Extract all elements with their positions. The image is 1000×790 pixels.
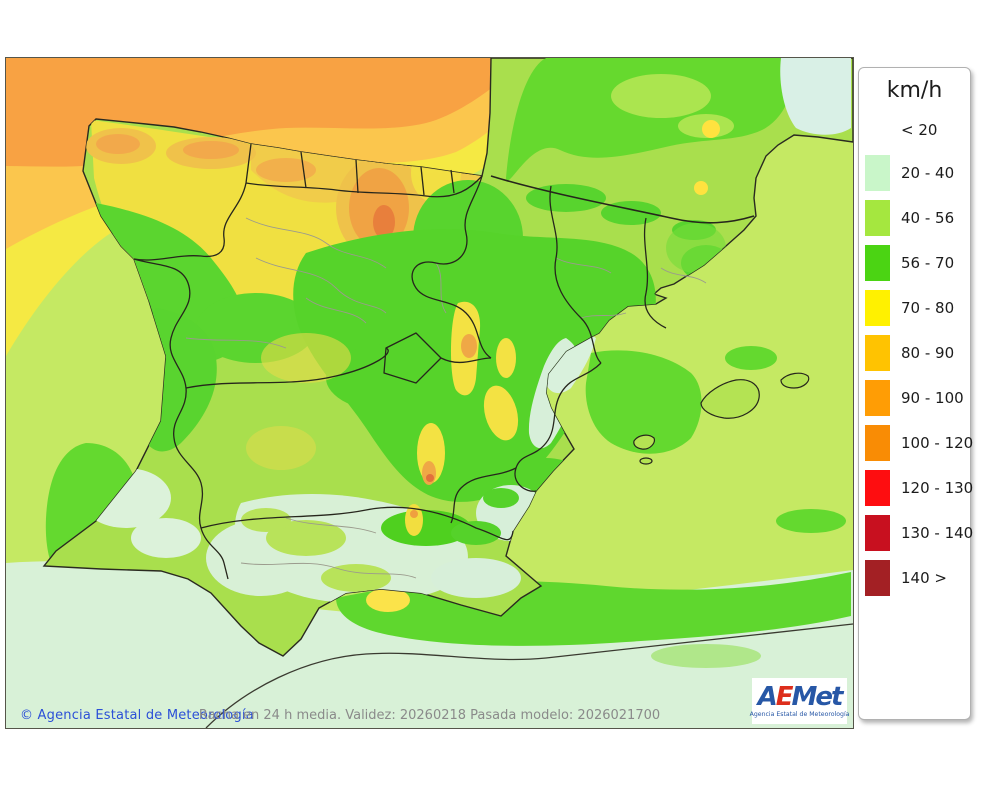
legend-entry: 120 - 130 — [859, 465, 974, 510]
logo-letter-a: A — [757, 682, 778, 713]
map-caption: Racha en 24 h media. Validez: 20260218 P… — [198, 708, 661, 723]
legend-entry: 20 - 40 — [859, 150, 970, 195]
legend-swatch — [865, 244, 890, 281]
legend-swatch — [865, 154, 890, 191]
legend-entry: 70 - 80 — [859, 285, 970, 330]
legend-entry: 80 - 90 — [859, 330, 970, 375]
legend-swatch — [865, 199, 890, 236]
legend-entry: 90 - 100 — [859, 375, 970, 420]
legend-label: 100 - 120 — [901, 433, 974, 452]
legend-label: 56 - 70 — [901, 253, 955, 272]
province-borders — [185, 217, 707, 579]
region-borders — [133, 143, 755, 580]
balearic-islands — [633, 372, 810, 465]
map-canvas — [6, 58, 853, 728]
legend-label: 140 > — [901, 568, 947, 587]
legend-entry: 140 > — [859, 555, 970, 600]
legend-label: 40 - 56 — [901, 208, 955, 227]
wind-gust-map: © Agencia Estatal de Meteorología Racha … — [5, 57, 854, 729]
legend-swatch — [865, 379, 890, 416]
logo-letters-met: Met — [791, 682, 843, 713]
legend-label: 20 - 40 — [901, 163, 955, 182]
aemet-logo: AEMet Agencia Estatal de Meteorología — [749, 678, 850, 724]
legend-label: 80 - 90 — [901, 343, 955, 362]
logo-letter-e: E — [775, 682, 794, 713]
legend-entries: < 20 20 - 40 40 - 56 56 - 70 70 - 80 80 - 90 9… — [859, 110, 974, 600]
legend-label: < 20 — [901, 121, 938, 139]
legend-label: 70 - 80 — [901, 298, 955, 317]
legend-entry: < 20 — [859, 110, 970, 150]
logo-subtitle: Agencia Estatal de Meteorología — [749, 710, 850, 719]
africa-coastline — [205, 623, 853, 728]
wind-speed-legend: km/h < 20 20 - 40 40 - 56 56 - 70 70 - 80 80 … — [858, 67, 974, 720]
legend-label: 130 - 140 — [901, 523, 974, 542]
legend-label: 120 - 130 — [901, 478, 974, 497]
legend-entry: 56 - 70 — [859, 240, 970, 285]
copyright-attribution: © Agencia Estatal de Meteorología — [20, 708, 254, 723]
legend-entry: 130 - 140 — [859, 510, 974, 555]
legend-swatch — [865, 514, 890, 551]
legend-title: km/h — [886, 78, 943, 103]
legend-entry: 40 - 56 — [859, 195, 970, 240]
legend-entry: 100 - 120 — [859, 420, 974, 465]
legend-swatch — [865, 424, 890, 461]
legend-swatch — [865, 289, 890, 326]
legend-swatch — [865, 559, 890, 596]
legend-label: 90 - 100 — [901, 388, 964, 407]
aemet-wordmark: AEMet — [757, 682, 844, 713]
legend-swatch — [865, 334, 890, 371]
legend-swatch — [865, 469, 890, 506]
